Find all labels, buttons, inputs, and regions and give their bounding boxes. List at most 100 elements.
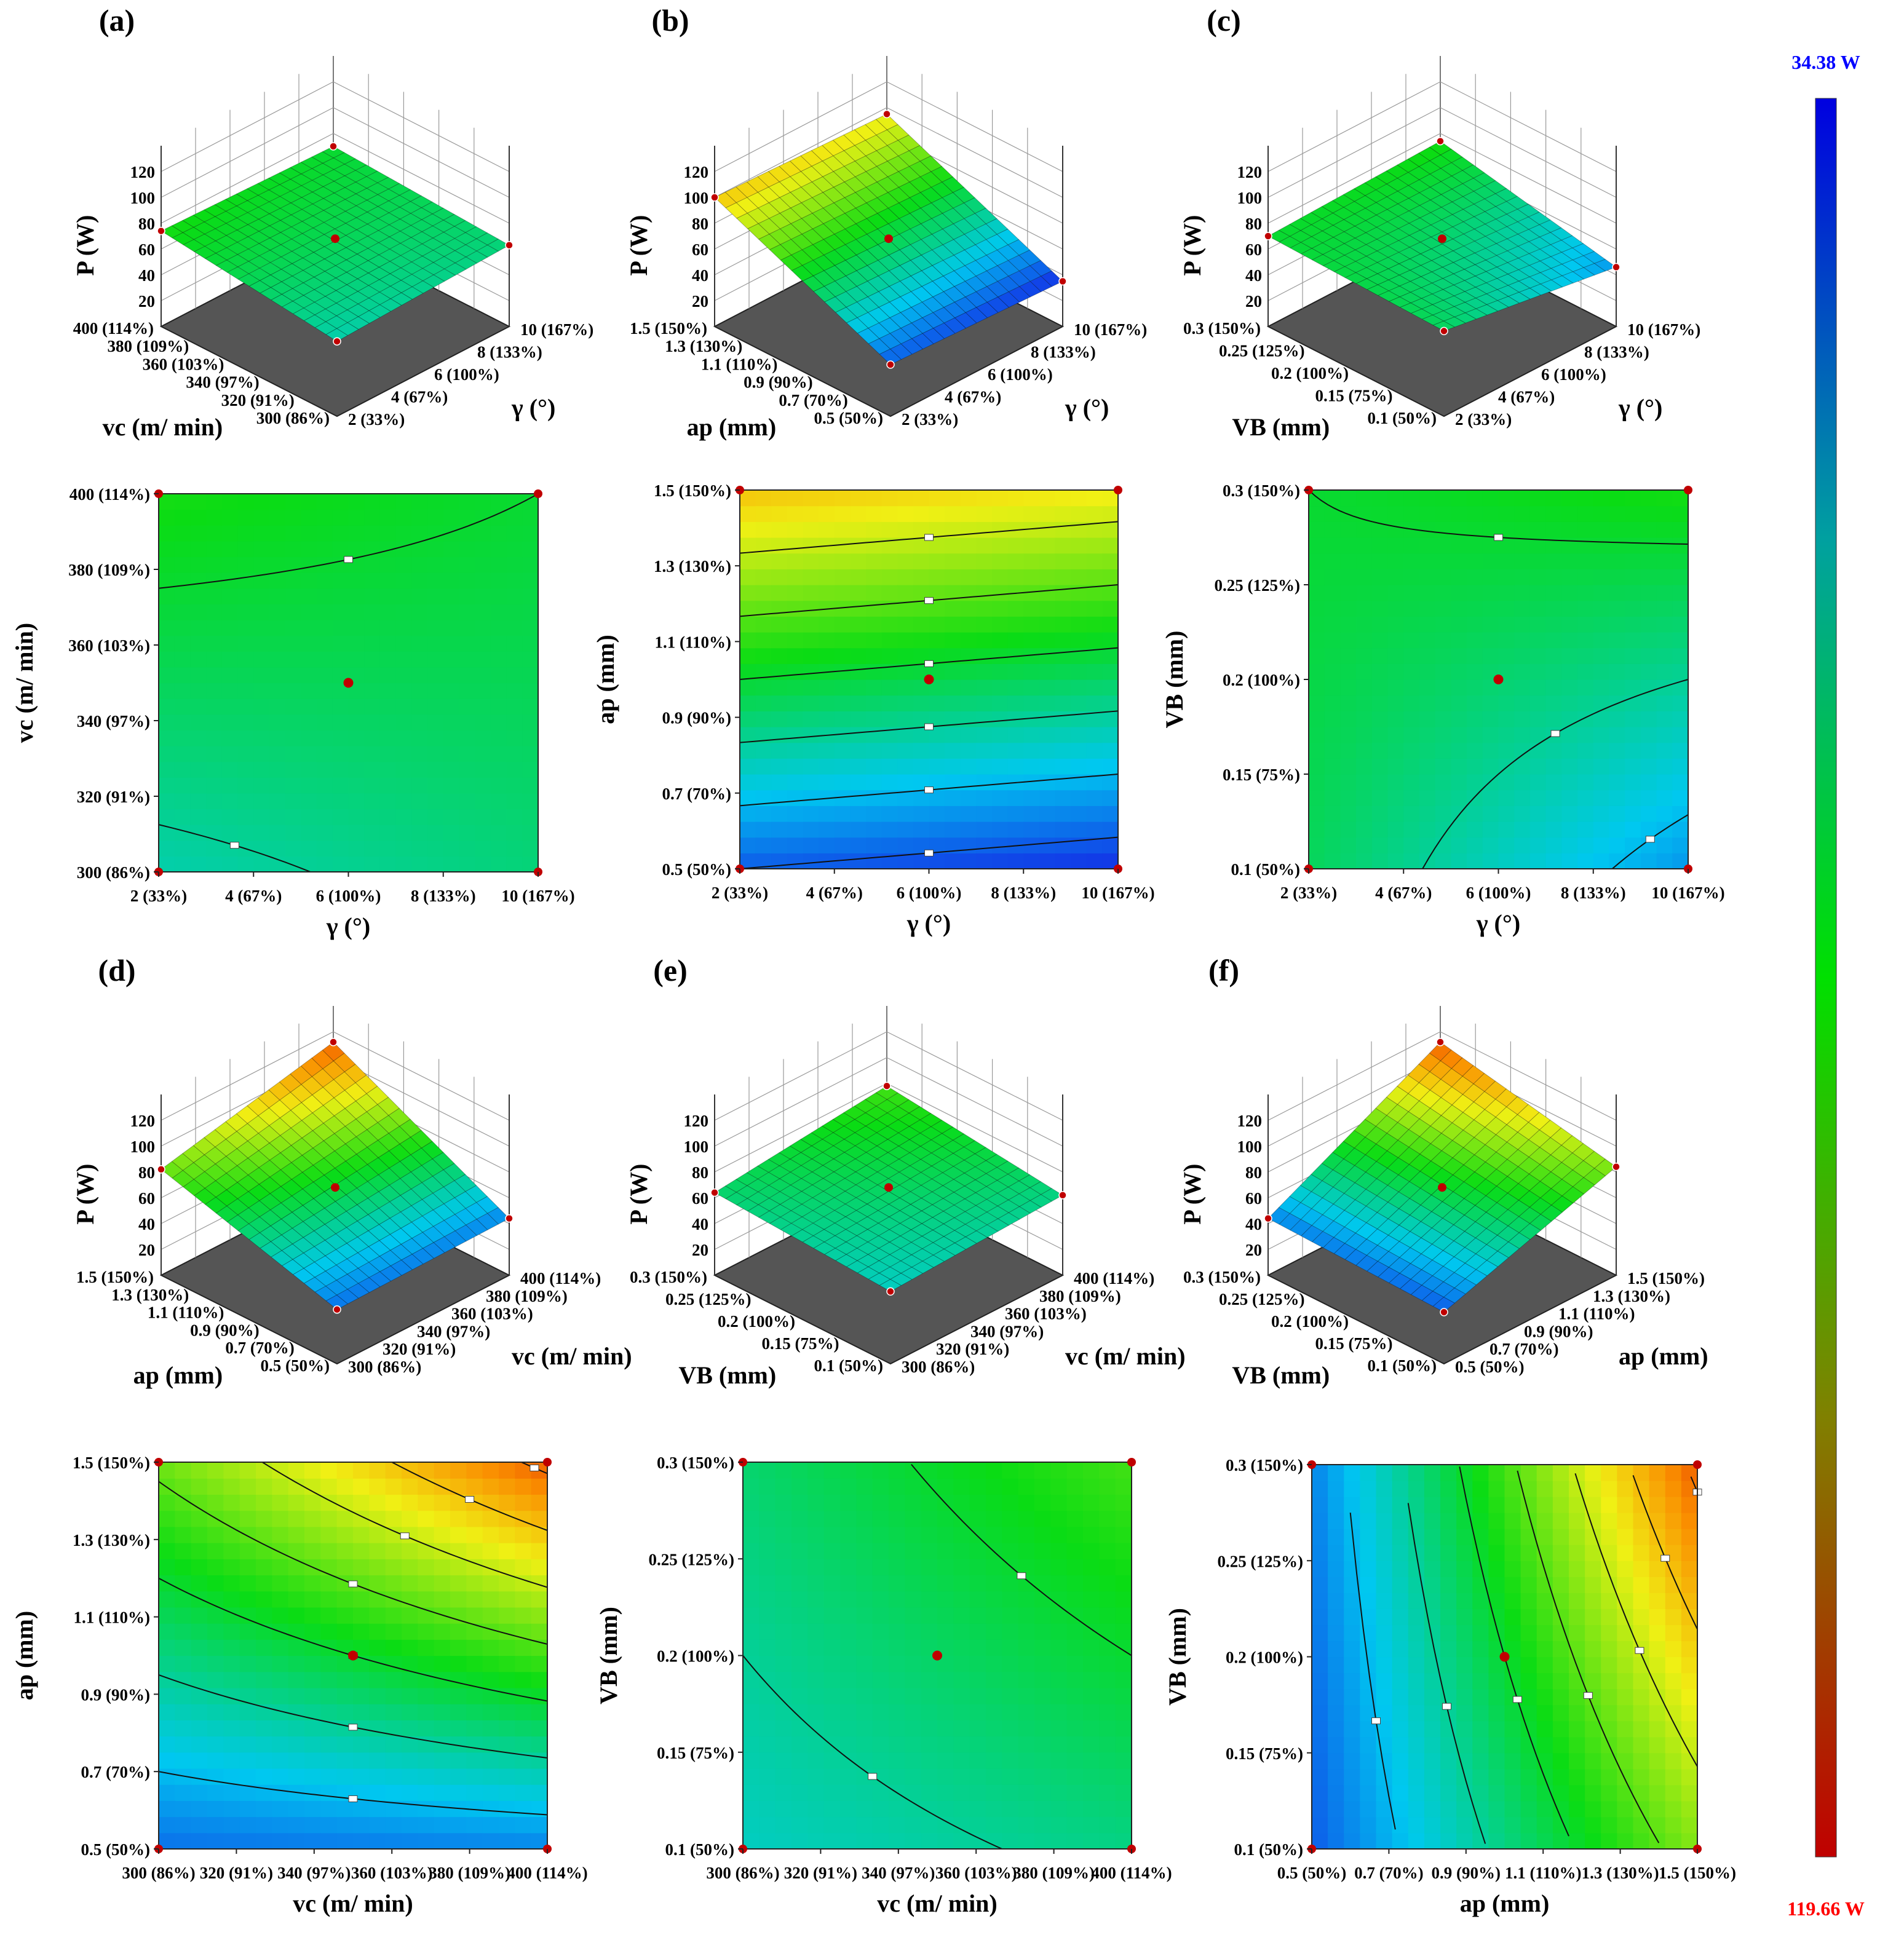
- z-tick-label: 120: [130, 1112, 156, 1130]
- contour-fill-cell: [791, 1462, 808, 1479]
- y-tick-label: 400 (114%): [73, 319, 154, 338]
- contour-fill-cell: [1625, 663, 1641, 680]
- contour-fill-cell: [1083, 1639, 1100, 1656]
- contour-fill-cell: [1039, 727, 1056, 743]
- contour-fill-cell: [434, 1784, 451, 1801]
- contour-fill-cell: [531, 1559, 548, 1576]
- contour-fill-cell: [1344, 1640, 1360, 1658]
- contour-fill-cell: [239, 1704, 256, 1720]
- contour-fill-cell: [1545, 616, 1562, 633]
- contour-fill-cell: [945, 695, 961, 711]
- contour-fill-cell: [1055, 695, 1071, 711]
- contour-fill-cell: [1371, 663, 1389, 680]
- contour-fill-cell: [253, 635, 270, 652]
- contour-fill-cell: [304, 1784, 321, 1801]
- contour-fill-cell: [1115, 1720, 1132, 1737]
- contour-fill-cell: [288, 1543, 305, 1559]
- contour-fill-cell: [190, 746, 207, 762]
- contour-fill-cell: [1340, 569, 1357, 585]
- contour-fill-cell: [771, 727, 788, 743]
- contour-fill-cell: [1328, 1609, 1344, 1626]
- contour-fill-cell: [775, 1510, 792, 1527]
- contour-fill-cell: [253, 556, 270, 573]
- contour-fill-cell: [850, 742, 867, 759]
- contour-fill-cell: [459, 856, 475, 873]
- contour-fill-cell: [348, 777, 365, 794]
- contour-fill-cell: [353, 1462, 370, 1479]
- contour-fill-cell: [304, 1752, 321, 1769]
- contour-fill-cell: [1055, 789, 1071, 806]
- contour-fill-cell: [402, 1559, 418, 1576]
- contour-value-tag: [1645, 836, 1655, 843]
- contour-fill-cell: [427, 840, 444, 857]
- contour-fill-cell: [834, 616, 851, 633]
- contour-fill-cell: [1039, 600, 1056, 617]
- contour-fill-cell: [1498, 505, 1515, 522]
- contour-fill-cell: [743, 1543, 760, 1559]
- contour-fill-cell: [1002, 1671, 1019, 1688]
- contour-fill-cell: [522, 604, 539, 620]
- contour-fill-cell: [1039, 805, 1056, 822]
- contour-fill-cell: [320, 1543, 338, 1559]
- contour-fill-cell: [223, 1784, 240, 1801]
- contour-fill-cell: [223, 1704, 240, 1720]
- contour-fill-cell: [969, 1800, 986, 1818]
- contour-fill-cell: [174, 509, 191, 526]
- contour-fill-cell: [1593, 585, 1610, 601]
- contour-value-tag: [924, 534, 934, 541]
- contour-fill-cell: [269, 746, 286, 762]
- contour-fill-cell: [402, 1575, 418, 1592]
- contour-fill-cell: [1055, 805, 1071, 822]
- center-point: [331, 234, 339, 243]
- contour-fill-cell: [269, 525, 286, 542]
- contour-value-tag: [1550, 730, 1560, 737]
- contour-fill-cell: [881, 616, 898, 633]
- contour-fill-cell: [506, 588, 523, 604]
- contour-fill-cell: [515, 1623, 532, 1640]
- contour-fill-cell: [759, 1816, 776, 1834]
- contour-fill-cell: [379, 651, 397, 668]
- contour-fill-cell: [823, 1752, 841, 1769]
- contour-fill-cell: [913, 805, 930, 822]
- contour-fill-cell: [1656, 663, 1673, 680]
- contour-fill-cell: [207, 1543, 224, 1559]
- x-tick-label: 340 (97%): [970, 1322, 1044, 1340]
- contour-fill-cell: [336, 1832, 354, 1850]
- contour-fill-cell: [272, 1655, 289, 1672]
- y-axis-label: ap (mm): [133, 1361, 223, 1389]
- contour-fill-cell: [304, 1800, 321, 1818]
- contour-fill-cell: [1066, 1832, 1084, 1850]
- contour-fill-cell: [840, 1816, 857, 1834]
- contour-fill-cell: [499, 1591, 515, 1608]
- z-tick-label: 100: [1237, 1138, 1263, 1156]
- contour-plot-3: 2 (33%) 4 (67%) 6 (100%) 8 (133%) 10 (167%)0…: [1160, 481, 1725, 937]
- contour-fill-cell: [175, 1816, 192, 1834]
- contour-fill-cell: [466, 1720, 483, 1737]
- contour-fill-cell: [1360, 1545, 1377, 1561]
- contour-fill-cell: [1435, 727, 1451, 743]
- contour-fill-cell: [418, 1655, 435, 1672]
- contour-fill-cell: [1672, 616, 1689, 633]
- contour-fill-cell: [450, 1462, 467, 1479]
- contour-fill-cell: [385, 1736, 402, 1753]
- contour-fill-cell: [304, 1623, 321, 1640]
- contour-fill-cell: [1083, 1655, 1100, 1672]
- contour-fill-cell: [499, 1736, 515, 1753]
- contour-fill-cell: [490, 856, 507, 873]
- contour-fill-cell: [850, 585, 867, 601]
- contour-fill-cell: [929, 569, 945, 585]
- contour-fill-cell: [1419, 758, 1436, 775]
- contour-fill-cell: [976, 505, 993, 522]
- contour-fill-cell: [1640, 695, 1657, 711]
- contour-fill-cell: [803, 632, 819, 649]
- contour-fill-cell: [1609, 521, 1625, 538]
- contour-fill-cell: [872, 1494, 889, 1511]
- contour-fill-cell: [740, 727, 756, 743]
- contour-fill-cell: [1055, 727, 1071, 743]
- contour-fill-cell: [402, 1704, 418, 1720]
- contour-fill-cell: [866, 821, 883, 838]
- contour-fill-cell: [1050, 1462, 1068, 1479]
- contour-fill-cell: [1609, 774, 1625, 791]
- contour-fill-cell: [740, 521, 756, 538]
- contour-fill-cell: [1451, 585, 1467, 601]
